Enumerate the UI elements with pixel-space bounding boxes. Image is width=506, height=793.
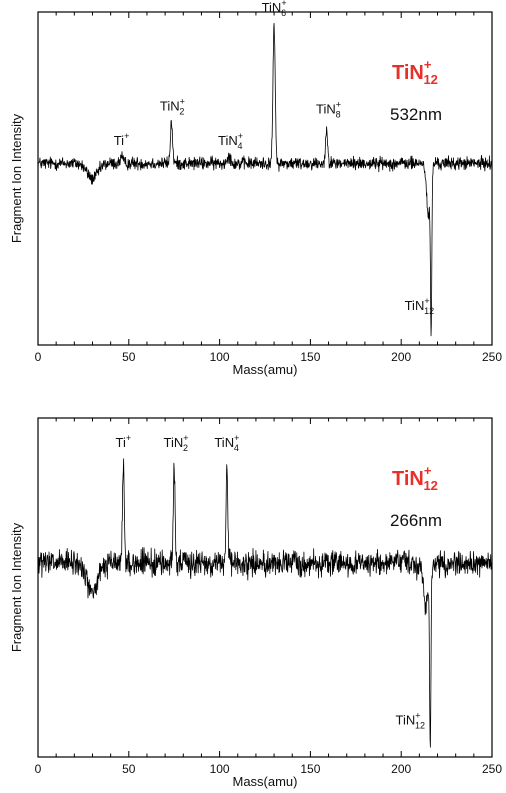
x-tick-label: 0 <box>35 762 42 776</box>
x-tick-label: 50 <box>122 762 136 776</box>
x-tick-label: 200 <box>391 762 411 776</box>
x-axis-title: Mass(amu) <box>232 774 297 789</box>
peak-label: TiN+ 6 <box>262 0 287 18</box>
peak-label: Ti+ <box>114 131 130 148</box>
x-tick-label: 0 <box>35 350 42 364</box>
peak-label: TiN+ 2 <box>160 96 185 116</box>
peak-label: TiN+ 4 <box>214 433 239 453</box>
wavelength-label: 266nm <box>390 511 442 530</box>
spectrum-trace <box>37 458 493 748</box>
y-axis-title: Fragment Ion Intensity <box>9 522 24 652</box>
x-tick-label: 100 <box>210 350 230 364</box>
x-tick-label: 200 <box>391 350 411 364</box>
y-axis-title: Fragment Ion Intensity <box>9 113 24 243</box>
x-tick-label: 150 <box>300 762 320 776</box>
x-tick-label: 250 <box>482 350 502 364</box>
plot-frame <box>37 417 493 758</box>
peak-label: TiN+ 8 <box>316 99 341 119</box>
x-tick-label: 250 <box>482 762 502 776</box>
chart-panel-2: 0 50 100 150 200 250 Mass(amu) Fragment Ion Int… <box>9 417 502 789</box>
peak-label: TiN+ 12 <box>396 711 426 731</box>
ion-title: TiN+ 12 <box>392 463 438 493</box>
peak-label: TiN+ 12 <box>405 296 435 316</box>
x-tick-label: 100 <box>210 762 230 776</box>
wavelength-label: 532nm <box>390 105 442 124</box>
x-axis-title: Mass(amu) <box>232 362 297 377</box>
x-tick-label: 50 <box>122 350 136 364</box>
x-tick-label: 150 <box>300 350 320 364</box>
plot-frame <box>37 11 493 346</box>
spectrum-trace <box>37 22 493 337</box>
peak-label: TiN+ 4 <box>218 131 243 151</box>
chart-panel-1: 0 50 100 150 200 250 Mass(amu) Fragment Ion Int… <box>9 0 502 377</box>
peak-label: TiN+ 2 <box>164 433 189 453</box>
peak-label: Ti+ <box>116 433 132 450</box>
ion-title: TiN+ 12 <box>392 57 438 87</box>
